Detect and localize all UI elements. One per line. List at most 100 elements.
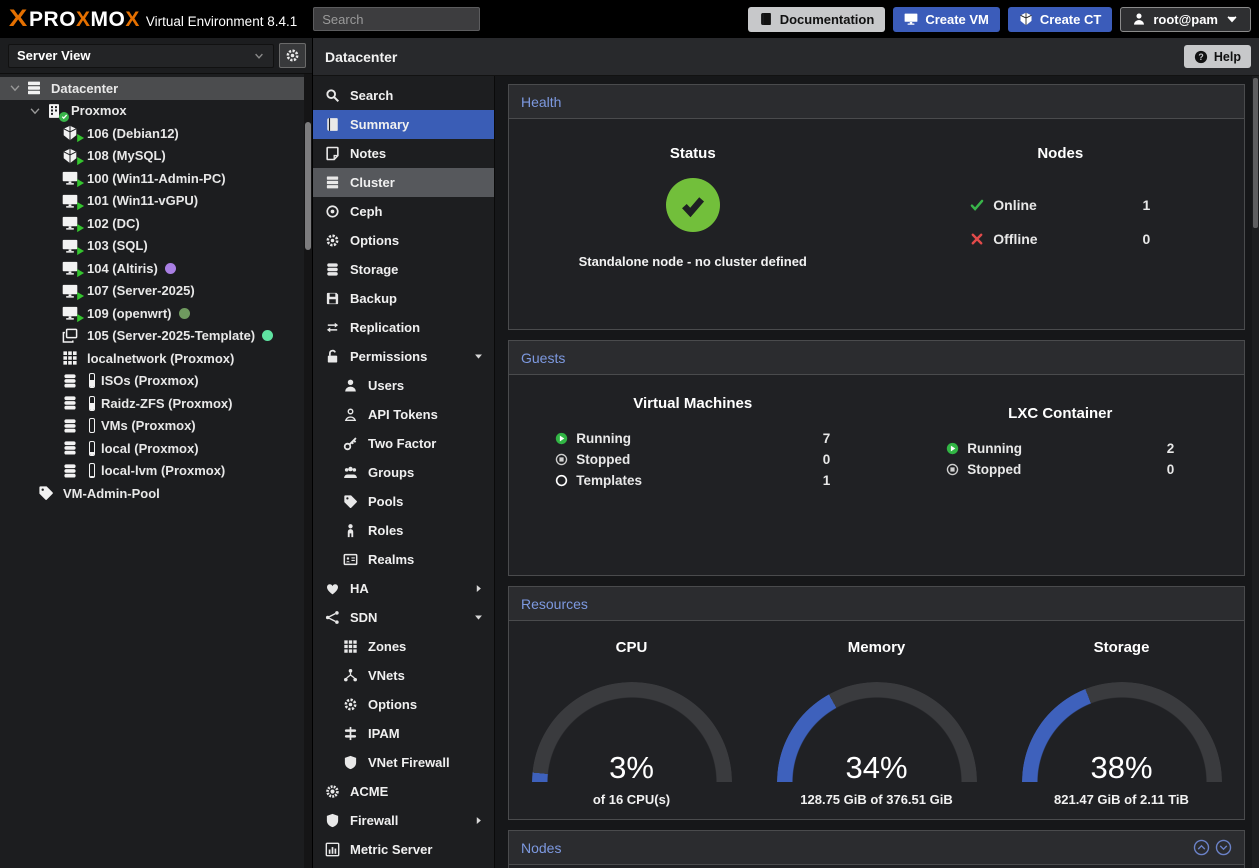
create-vm-button[interactable]: Create VM (893, 6, 1000, 32)
vm-running-icon (62, 193, 81, 209)
storage-usage-bar (89, 395, 95, 411)
tree-item-storage-vms[interactable]: VMs (Proxmox) (0, 415, 312, 438)
nav-item-vnet-firewall[interactable]: VNet Firewall (313, 748, 494, 777)
caret-right-icon[interactable] (473, 583, 484, 594)
tree-item-vm-109[interactable]: 109 (openwrt) (0, 302, 312, 325)
content-scrollbar-thumb[interactable] (1253, 78, 1258, 228)
nav-item-backup[interactable]: Backup (313, 284, 494, 313)
storage-icon (62, 395, 81, 411)
user-menu-button[interactable]: root@pam (1120, 6, 1251, 32)
documentation-button[interactable]: Documentation (747, 6, 886, 32)
resource-tree: Datacenter Proxmox 106 (Debian12) 108 (M… (0, 74, 312, 505)
cpu-gauge-column: CPU 3% of 16 CPU(s) (509, 639, 754, 819)
cluster-status-column: Status Standalone node - no cluster defi… (509, 145, 877, 329)
running-play-badge (75, 156, 85, 166)
lxc-running-count: 2 (1166, 441, 1175, 456)
nav-item-summary[interactable]: Summary (313, 110, 494, 139)
tree-item-vm-105-template[interactable]: 105 (Server-2025-Template) (0, 325, 312, 348)
certificate-seal-icon (325, 784, 340, 799)
expand-down-icon[interactable] (1215, 839, 1232, 856)
shield-icon (325, 813, 340, 828)
storage-usage-bar (89, 440, 95, 456)
offline-count: 0 (1142, 231, 1151, 247)
nav-item-replication[interactable]: Replication (313, 313, 494, 342)
nav-item-ha[interactable]: HA (313, 574, 494, 603)
tree-item-vm-admin-pool[interactable]: VM-Admin-Pool (0, 482, 312, 505)
tree-item-vm-101[interactable]: 101 (Win11-vGPU) (0, 190, 312, 213)
nodes-offline-row: Offline 0 (970, 222, 1150, 256)
nav-item-firewall[interactable]: Firewall (313, 806, 494, 835)
tag-dot (164, 262, 176, 274)
tree-item-ct-108[interactable]: 108 (MySQL) (0, 145, 312, 168)
tree-item-storage-local[interactable]: local (Proxmox) (0, 437, 312, 460)
nav-item-options[interactable]: Options (313, 226, 494, 255)
view-mode-select[interactable]: Server View (8, 43, 274, 68)
caret-down-icon[interactable] (28, 104, 42, 118)
nav-item-roles[interactable]: Roles (313, 516, 494, 545)
tree-item-storage-raidz[interactable]: Raidz-ZFS (Proxmox) (0, 392, 312, 415)
tree-settings-button[interactable] (279, 43, 306, 68)
nav-item-sdn[interactable]: SDN (313, 603, 494, 632)
tree-item-vm-103[interactable]: 103 (SQL) (0, 235, 312, 258)
memory-gauge: 34% (776, 682, 977, 782)
create-ct-button[interactable]: Create CT (1007, 6, 1113, 32)
nav-item-zones[interactable]: Zones (313, 632, 494, 661)
health-panel-title: Health (521, 93, 562, 110)
caret-right-icon[interactable] (473, 815, 484, 826)
nav-item-storage[interactable]: Storage (313, 255, 494, 284)
lxc-container-column: LXC Container Running 2 (877, 395, 1245, 575)
share-nodes-icon (325, 610, 340, 625)
nav-item-users[interactable]: Users (313, 371, 494, 400)
nodes-title: Nodes (1037, 145, 1084, 162)
vm-running-icon (62, 283, 81, 299)
tree-scrollbar[interactable] (304, 74, 312, 868)
shield-icon (343, 755, 358, 770)
caret-down-icon[interactable] (473, 612, 484, 623)
tree-item-vm-104[interactable]: 104 (Altiris) (0, 257, 312, 280)
tree-item-proxmox-node[interactable]: Proxmox (0, 100, 312, 123)
running-play-badge (75, 223, 85, 233)
caret-down-icon[interactable] (473, 351, 484, 362)
nav-item-ipam[interactable]: IPAM (313, 719, 494, 748)
nav-item-api-tokens[interactable]: API Tokens (313, 400, 494, 429)
nav-item-groups[interactable]: Groups (313, 458, 494, 487)
vm-running-count: 7 (822, 431, 831, 446)
content-scrollbar[interactable] (1252, 76, 1259, 868)
tree-item-ct-106[interactable]: 106 (Debian12) (0, 122, 312, 145)
tree-item-vm-100[interactable]: 100 (Win11-Admin-PC) (0, 167, 312, 190)
nav-item-acme[interactable]: ACME (313, 777, 494, 806)
nav-item-two-factor[interactable]: Two Factor (313, 429, 494, 458)
lxc-stopped-row: Stopped 0 (946, 459, 1174, 480)
nav-item-pools[interactable]: Pools (313, 487, 494, 516)
vm-running-row: Running 7 (555, 428, 830, 449)
tree-item-storage-local-lvm[interactable]: local-lvm (Proxmox) (0, 460, 312, 483)
nav-item-search[interactable]: Search (313, 81, 494, 110)
nodes-panel: Nodes (508, 830, 1245, 868)
nav-item-realms[interactable]: Realms (313, 545, 494, 574)
chevron-down-icon (255, 53, 263, 59)
tree-item-storage-isos[interactable]: ISOs (Proxmox) (0, 370, 312, 393)
nav-item-notes[interactable]: Notes (313, 139, 494, 168)
tag-dot (178, 307, 190, 319)
nav-item-ceph[interactable]: Ceph (313, 197, 494, 226)
tree-scrollbar-thumb[interactable] (305, 122, 311, 250)
tree-item-localnetwork[interactable]: localnetwork (Proxmox) (0, 347, 312, 370)
storage-icon (325, 262, 340, 277)
vm-stopped-row: Stopped 0 (555, 449, 830, 470)
nav-item-metric-server[interactable]: Metric Server (313, 835, 494, 864)
proxmox-logo: X PROXMOX Virtual Environment 8.4.1 (9, 5, 297, 33)
help-button[interactable]: Help (1183, 45, 1251, 68)
tree-item-datacenter[interactable]: Datacenter (0, 77, 312, 100)
caret-down-icon[interactable] (8, 81, 22, 95)
nav-item-sdn-options[interactable]: Options (313, 690, 494, 719)
tree-item-vm-107[interactable]: 107 (Server-2025) (0, 280, 312, 303)
nav-item-cluster[interactable]: Cluster (313, 168, 494, 197)
running-play-badge (75, 178, 85, 188)
vm-title: Virtual Machines (633, 395, 753, 412)
tree-item-vm-102[interactable]: 102 (DC) (0, 212, 312, 235)
nav-item-vnets[interactable]: VNets (313, 661, 494, 690)
nav-item-permissions[interactable]: Permissions (313, 342, 494, 371)
collapse-up-icon[interactable] (1193, 839, 1210, 856)
replication-arrows-icon (325, 320, 340, 335)
global-search-input[interactable] (313, 7, 481, 31)
